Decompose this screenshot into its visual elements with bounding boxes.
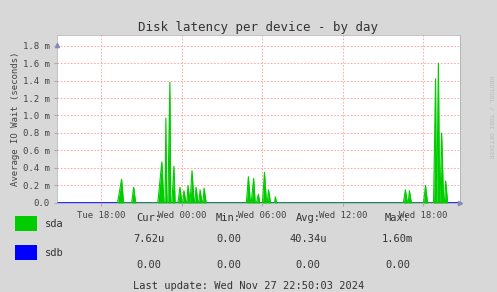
Text: 0.00: 0.00 — [385, 260, 410, 270]
Text: sdb: sdb — [45, 248, 64, 258]
Text: 0.00: 0.00 — [137, 260, 162, 270]
Y-axis label: Average IO Wait (seconds): Average IO Wait (seconds) — [11, 52, 20, 186]
Text: sda: sda — [45, 219, 64, 229]
Text: Min:: Min: — [216, 213, 241, 223]
FancyBboxPatch shape — [15, 245, 37, 260]
FancyBboxPatch shape — [15, 216, 37, 231]
Text: RRDTOOL / TOBI OETIKER: RRDTOOL / TOBI OETIKER — [488, 76, 493, 158]
Text: Last update: Wed Nov 27 22:50:03 2024: Last update: Wed Nov 27 22:50:03 2024 — [133, 281, 364, 291]
Text: Avg:: Avg: — [296, 213, 321, 223]
Text: 7.62u: 7.62u — [134, 234, 165, 244]
Text: 0.00: 0.00 — [216, 260, 241, 270]
Text: 40.34u: 40.34u — [289, 234, 327, 244]
Text: 1.60m: 1.60m — [382, 234, 413, 244]
Text: 0.00: 0.00 — [296, 260, 321, 270]
Title: Disk latency per device - by day: Disk latency per device - by day — [139, 21, 378, 34]
Text: Cur:: Cur: — [137, 213, 162, 223]
Text: 0.00: 0.00 — [216, 234, 241, 244]
Text: Max:: Max: — [385, 213, 410, 223]
